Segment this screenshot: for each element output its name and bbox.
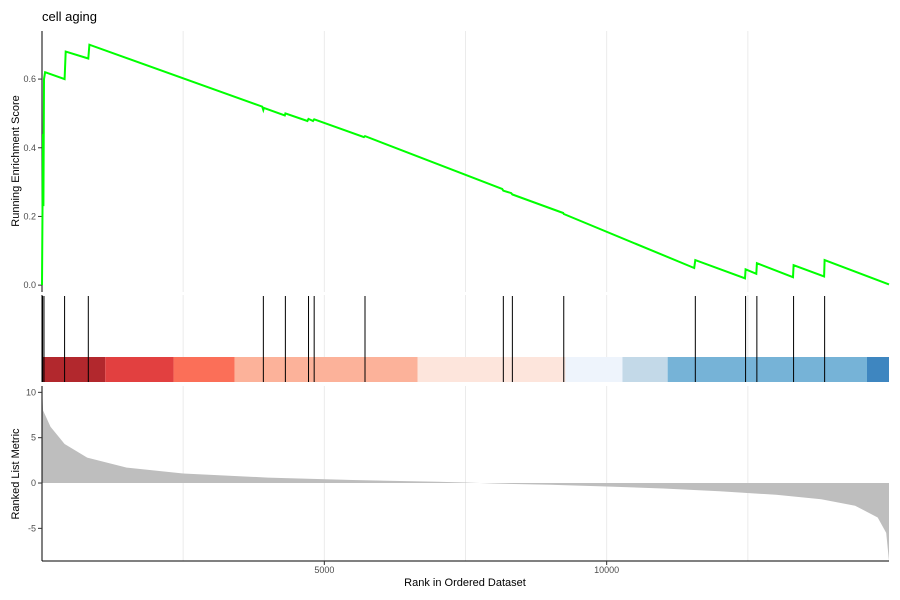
color-band <box>667 357 867 382</box>
metric-y-ticks: 10 5 0 -5 <box>26 387 42 533</box>
metric-panel: 10 5 0 -5 5000 10000 Ranked List Metric Rank… <box>10 386 889 589</box>
es-grid <box>182 31 749 292</box>
color-band <box>42 357 106 382</box>
x-axis-title: Rank in Ordered Dataset <box>404 577 526 589</box>
color-band <box>173 357 235 382</box>
chart-title: cell aging <box>42 9 97 24</box>
color-band <box>565 357 623 382</box>
color-band <box>866 357 889 382</box>
es-panel: 0.0 0.2 0.4 0.6 Running Enrichment Score <box>10 31 890 292</box>
es-y-tick-label: 0.0 <box>23 280 36 290</box>
metric-y-tick-label: 5 <box>31 433 36 443</box>
metric-y-tick-label: 0 <box>31 478 36 488</box>
es-y-axis-title: Running Enrichment Score <box>10 95 22 226</box>
gene-hit-marks <box>42 296 826 382</box>
color-band <box>234 357 418 382</box>
x-tick-label: 5000 <box>314 565 334 575</box>
color-band <box>105 357 174 382</box>
metric-grid <box>182 386 749 561</box>
es-y-tick-label: 0.4 <box>23 143 36 153</box>
es-y-tick-label: 0.6 <box>23 74 36 84</box>
color-band <box>417 357 566 382</box>
es-y-tick-label: 0.2 <box>23 211 36 221</box>
metric-y-tick-label: -5 <box>28 523 36 533</box>
metric-y-tick-label: 10 <box>26 387 36 397</box>
x-ticks: 5000 10000 <box>314 561 619 575</box>
rank-color-bands <box>42 357 889 382</box>
es-series-line <box>41 43 890 286</box>
color-band <box>622 357 668 382</box>
hits-panel <box>41 295 889 382</box>
es-y-ticks: 0.0 0.2 0.4 0.6 <box>23 74 42 290</box>
metric-y-axis-title: Ranked List Metric <box>10 428 22 520</box>
x-tick-label: 10000 <box>594 565 619 575</box>
